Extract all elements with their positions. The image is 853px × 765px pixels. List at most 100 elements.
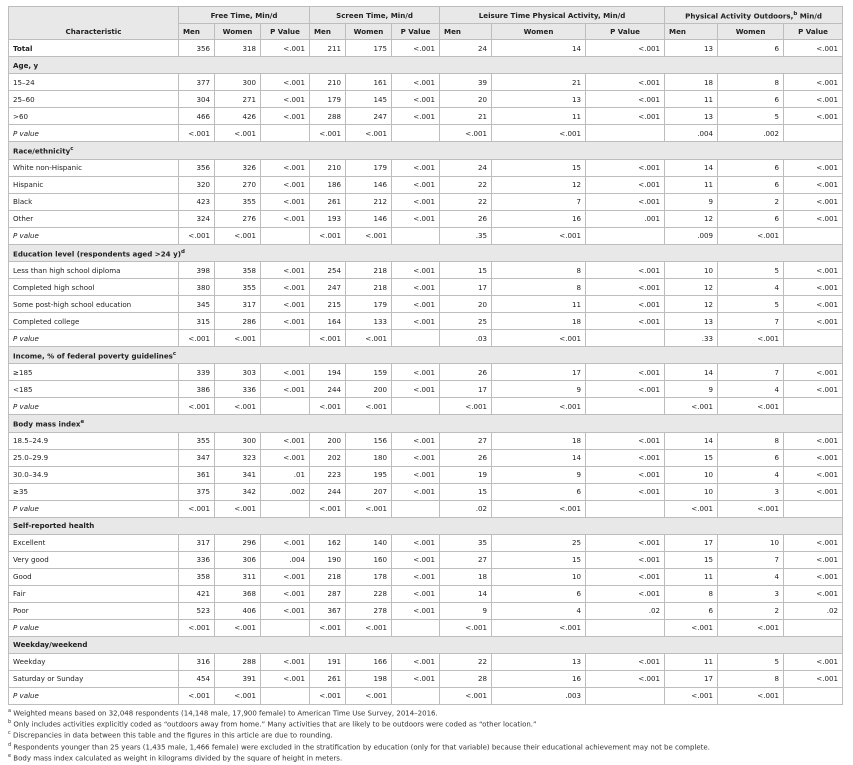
table-cell: <.001 [214,397,261,416]
row-label: Weekday [8,652,179,671]
table-cell: <.001 [390,363,441,382]
table-cell: <.001 [260,363,310,382]
table-cell: 5 [717,652,785,671]
table-cell: <.001 [717,397,785,416]
table-cell: <.001 [260,652,310,671]
table-cell: <.001 [345,226,392,245]
table-cell: <.001 [585,669,666,688]
section-row: Self-reported health [7,516,844,535]
table-cell: 27 [439,550,493,569]
table-header: Characteristic Free Time, Min/d Screen T… [8,5,844,41]
row-label: Less than high school diploma [8,261,179,280]
table-cell: 212 [345,192,392,211]
table-cell: 162 [309,533,346,552]
table-cell [783,618,844,637]
section-row: Race/ethnicityc [7,141,844,160]
table-cell: 303 [214,363,261,382]
table-cell: <.001 [585,550,666,569]
group-header-outdoors-activity: Physical Activity Outdoors,b Min/d [664,5,844,25]
table-cell: <.001 [585,192,666,211]
table-cell: 361 [178,465,215,484]
row-label: ≥35 [8,482,179,501]
p-value-header: P Value [260,23,310,41]
table-cell: 421 [178,584,215,603]
table-cell: <.001 [783,567,844,586]
table-cell [783,499,844,518]
table-cell: <.001 [390,533,441,552]
table-cell: <.001 [783,533,844,552]
row-label: Very good [8,550,179,569]
table-cell [783,686,844,705]
table-cell: <.001 [783,107,844,126]
table-cell: <.001 [491,397,587,416]
table-cell: 336 [214,380,261,399]
table-cell: 14 [664,363,719,382]
total-row: Total 356 318 <.001 211 175 <.001 24 14 <.001 13 6 <… [8,39,844,58]
table-cell: 8 [491,278,587,297]
table-cell: <.001 [260,209,310,228]
table-cell: 18 [439,567,493,586]
table-cell: 315 [178,312,215,331]
table-cell: 18 [491,312,587,331]
table-cell: 254 [309,261,346,280]
p-value-row: P value <.001 <.001 <.001 <.001.02 <.001 <.001… [8,499,844,518]
p-value-row: P value <.001 <.001 <.001 <.001.03 <.001.33 <.… [8,329,844,348]
footnote-mark: a [8,707,12,714]
table-row: Very good 336 306.004 190 160 <.001 27 15 <.001 1… [8,550,844,569]
table-cell: 323 [214,448,261,467]
table-cell: 286 [214,312,261,331]
table-cell: <.001 [783,90,844,109]
table-row: Completed college 315 286 <.001 164 133 <.001 2… [8,312,844,331]
table-cell: 17 [491,363,587,382]
table-cell: 8 [717,73,785,92]
table-cell: 345 [178,295,215,314]
table-cell: 180 [345,448,392,467]
table-cell: <.001 [585,567,666,586]
row-label: P value [8,618,179,637]
table-cell: <.001 [585,312,666,331]
table-cell: 16 [491,209,587,228]
table-cell: 133 [345,312,392,331]
table-cell: 244 [309,380,346,399]
table-cell: 247 [345,107,392,126]
table-cell [783,397,844,416]
table-cell: <.001 [585,482,666,501]
table-cell: <.001 [783,380,844,399]
table-cell: <.001 [717,499,785,518]
table-cell: <.001 [585,90,666,109]
table-cell: 300 [214,73,261,92]
table-row: 25.0–29.9 347 323 <.001 202 180 <.001 26 14 <.001… [8,448,844,467]
row-label: White non-Hispanic [8,158,179,177]
table-cell: 9 [439,601,493,620]
table-cell: 5 [717,261,785,280]
table-cell: 35 [439,533,493,552]
table-cell: <.001 [439,397,493,416]
table-cell: <.001 [585,175,666,194]
table-cell: .02 [439,499,493,518]
table-cell [783,124,844,143]
table-cell: 26 [439,209,493,228]
table-cell: 12 [664,295,719,314]
table-cell: 24 [439,39,493,58]
table-cell: 326 [214,158,261,177]
table-cell: <.001 [585,278,666,297]
table-cell [390,618,441,637]
table-cell: .01 [260,465,310,484]
table-cell: <.001 [178,226,215,245]
table-cell: <.001 [439,618,493,637]
table-cell: <.001 [491,226,587,245]
table-cell: 7 [717,312,785,331]
table-cell: <.001 [390,278,441,297]
table-cell: <.001 [178,618,215,637]
table-cell: 18 [491,431,587,450]
table-cell: 19 [439,465,493,484]
table-cell: <.001 [783,431,844,450]
table-row: 18.5–24.9 355 300 <.001 200 156 <.001 27 18 <.001… [8,431,844,450]
table-cell: <.001 [309,329,346,348]
p-value-row: P value <.001 <.001 <.001 <.001 <.001 <.001 <.0… [8,618,844,637]
row-label: Saturday or Sunday [8,669,179,688]
table-cell: 358 [214,261,261,280]
table-cell: 11 [664,90,719,109]
footnote-mark: c [172,351,177,358]
table-cell: 28 [439,669,493,688]
